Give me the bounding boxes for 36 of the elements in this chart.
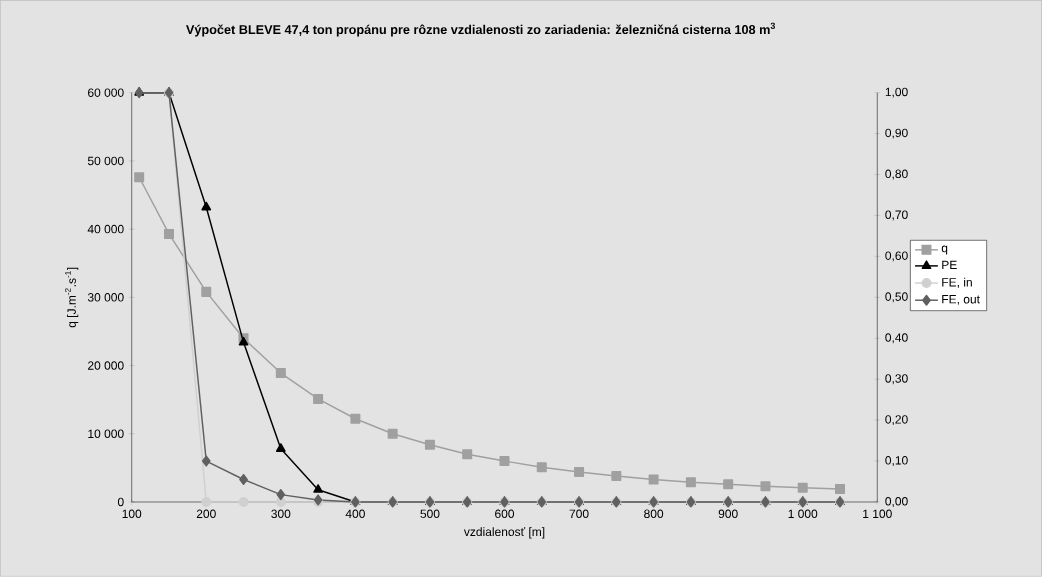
legend-label: FE, out <box>942 295 980 306</box>
x-tick-label: 600 <box>495 509 515 519</box>
y2-tick-label: 0,20 <box>885 415 908 426</box>
y2-tick-label: 0,60 <box>885 251 908 262</box>
x-tick-label: 900 <box>718 509 738 519</box>
x-tick-label: 200 <box>196 509 216 519</box>
y-tick-label: 50 000 <box>87 156 124 166</box>
x-tick-label: 100 <box>122 509 142 519</box>
y2-tick-label: 0,10 <box>885 456 908 467</box>
y2-tick-label: 0,50 <box>885 292 908 303</box>
legend-label: q <box>941 245 948 255</box>
y-tick-label: 60 000 <box>88 88 124 98</box>
legend-label: FE, in <box>942 277 972 289</box>
y-tick-label: 30 000 <box>87 293 124 302</box>
x-tick-label: 400 <box>345 509 365 519</box>
x-tick-label: 700 <box>569 509 589 519</box>
x-axis-title: vzdialenosť [m] <box>463 527 545 539</box>
y-tick-label: 10 000 <box>88 429 124 439</box>
legend-label: PE <box>942 260 957 270</box>
y-axis-title: q [J.m$^{-2}$.s$^{-1}$] <box>65 267 79 328</box>
x-tick-label: 800 <box>644 509 664 519</box>
y2-tick-label: 0,80 <box>885 169 908 180</box>
y-tick-label: 40 000 <box>87 225 124 234</box>
y2-tick-label: 0,30 <box>885 374 908 385</box>
y-tick-label: 0 <box>117 497 124 507</box>
x-tick-label: 300 <box>271 509 291 519</box>
y2-tick-label: 1,00 <box>885 87 908 98</box>
x-tick-label: 1 100 <box>863 509 892 519</box>
x-tick-label: 1 000 <box>788 509 818 519</box>
y2-tick-label: 0,70 <box>885 210 908 221</box>
y-tick-label: 20 000 <box>88 361 124 370</box>
y2-tick-label: 0,90 <box>885 128 908 139</box>
y2-tick-label: 0,00 <box>885 497 908 508</box>
chart-title: Výpočet BLEVE 47,4 ton propánu pre rôzne vzdialenosti zo zariadenia: železničná cisterna 108 m$^{3}$ <box>186 22 775 37</box>
y2-tick-label: 0,40 <box>885 333 908 344</box>
x-tick-label: 500 <box>420 509 440 519</box>
